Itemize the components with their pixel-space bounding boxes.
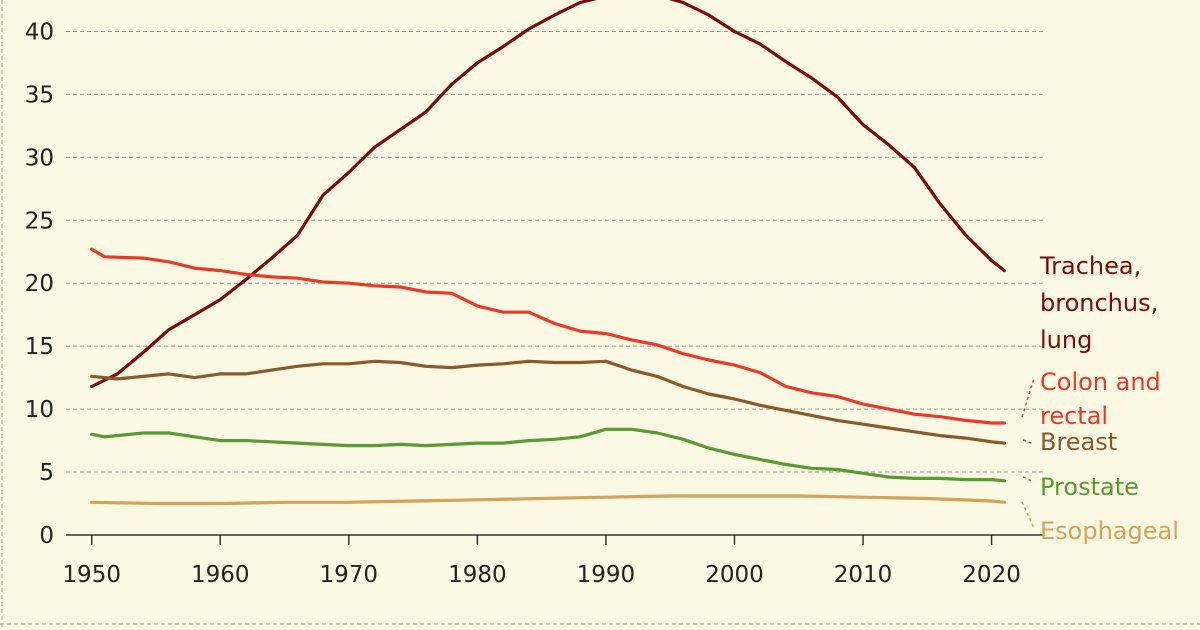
y-tick-label: 25 xyxy=(25,208,54,234)
series-label-line: Esophageal xyxy=(1040,517,1179,545)
series-label-leader xyxy=(1021,377,1035,418)
series-label-line: lung xyxy=(1040,326,1092,354)
series-label-leader xyxy=(1022,439,1035,445)
y-tick-label: 15 xyxy=(25,334,54,360)
y-tick-label: 20 xyxy=(25,271,54,297)
x-tick-label: 2000 xyxy=(705,562,764,588)
x-tick-label: 1990 xyxy=(577,562,636,588)
x-tick-label: 1970 xyxy=(320,562,379,588)
x-tick-label: 1960 xyxy=(191,562,250,588)
series-lines xyxy=(90,0,1006,506)
series-line-4 xyxy=(90,494,1006,506)
x-tick-label: 1980 xyxy=(448,562,507,588)
series-label-line: bronchus, xyxy=(1040,289,1158,317)
series-line-3 xyxy=(90,427,1006,483)
series-label-line: Trachea, xyxy=(1039,252,1141,280)
series-line-0 xyxy=(90,0,1006,389)
series-label: Trachea, bronchus, lung xyxy=(1039,252,1158,354)
series-line-2 xyxy=(90,359,1006,445)
axes: 0 5 10 15 20 25 30 35 40 1950 1960 1970 1980 1990 2000… xyxy=(25,19,1043,588)
series-label: Prostate xyxy=(1040,473,1139,501)
series-label-leader xyxy=(1021,501,1035,529)
gridlines xyxy=(66,30,1043,473)
series-label-line: Breast xyxy=(1040,428,1117,456)
x-tick-label: 2010 xyxy=(834,562,893,588)
series-label-line: rectal xyxy=(1040,402,1108,430)
series-label-line: Colon and xyxy=(1040,368,1161,396)
series-label-leader xyxy=(1022,476,1035,483)
y-tick-label: 0 xyxy=(39,523,54,549)
series-label: Esophageal xyxy=(1040,517,1179,545)
x-tick-label: 2020 xyxy=(962,562,1021,588)
x-tick-label: 1950 xyxy=(62,562,121,588)
y-tick-label: 30 xyxy=(25,145,54,171)
series-label: Breast xyxy=(1040,428,1117,456)
series-line-1 xyxy=(90,247,1006,425)
series-label: Colon and rectal xyxy=(1040,368,1161,430)
series-label-line: Prostate xyxy=(1040,473,1139,501)
y-tick-label: 10 xyxy=(25,397,54,423)
y-tick-label: 35 xyxy=(25,82,54,108)
y-tick-label: 5 xyxy=(39,460,54,486)
y-tick-label: 40 xyxy=(25,19,54,45)
series-labels: Trachea, bronchus, lung Colon and rectalBrea… xyxy=(1021,252,1179,545)
